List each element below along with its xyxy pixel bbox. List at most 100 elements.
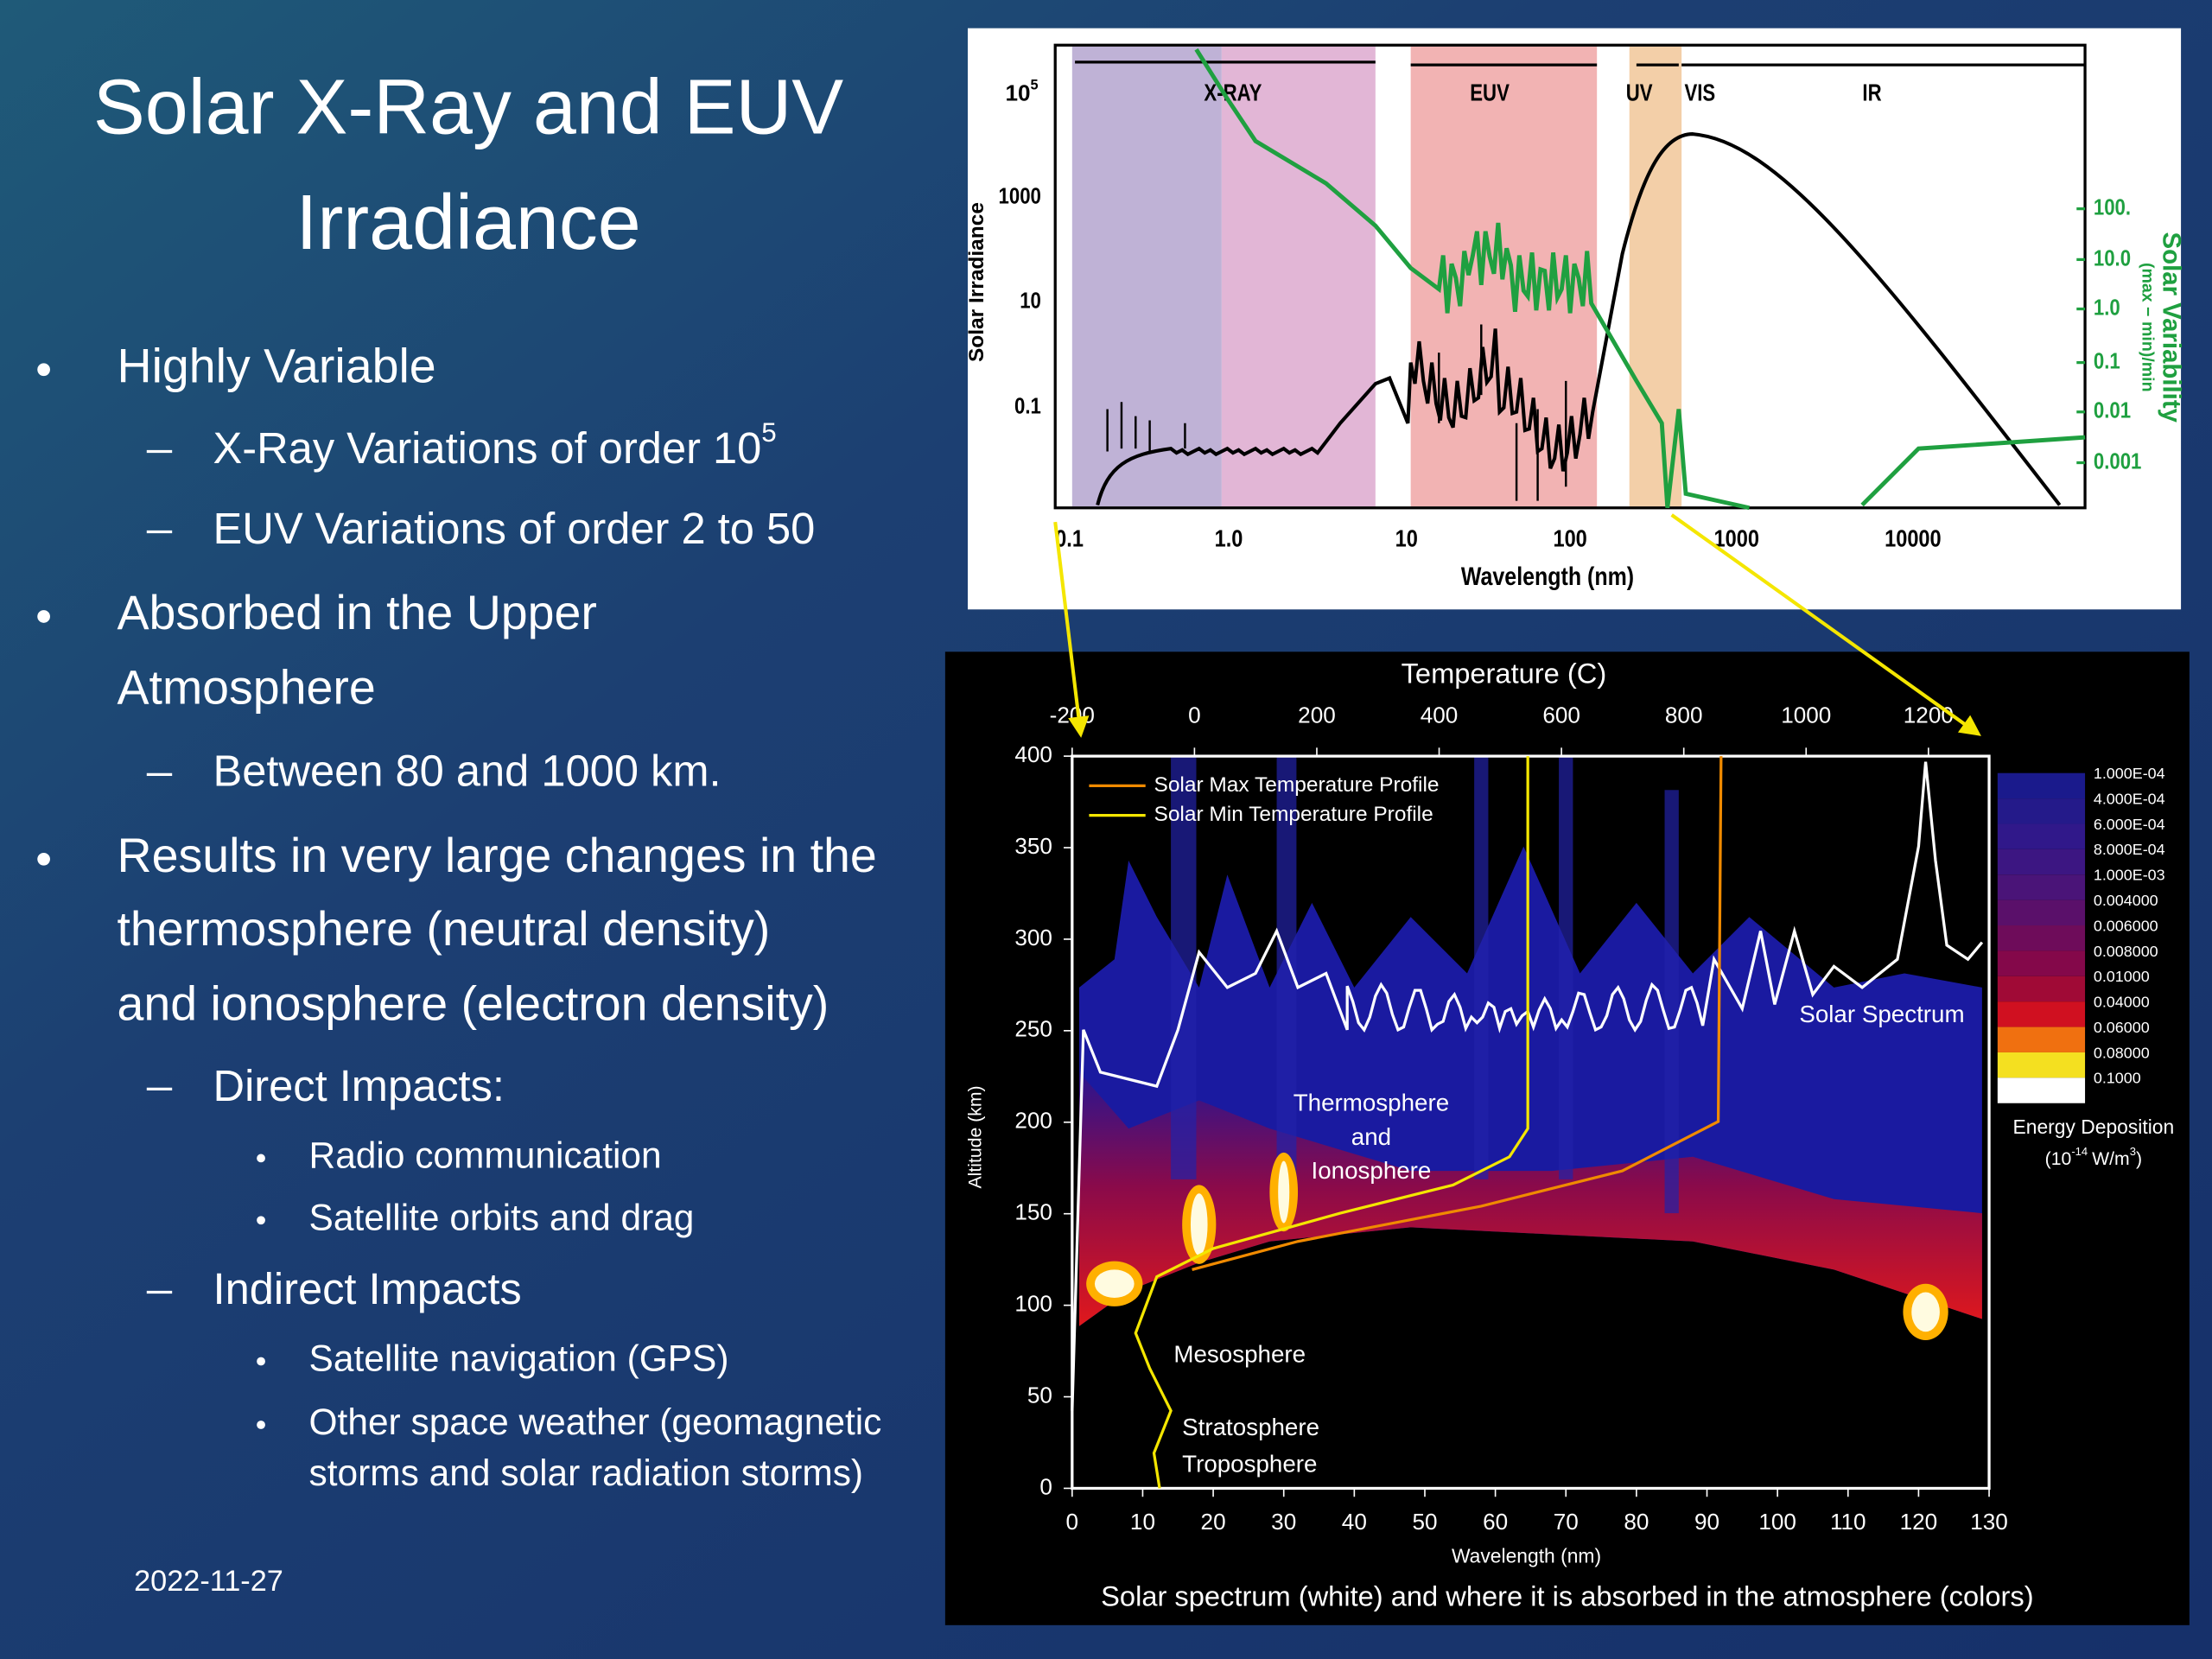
top-tick-label: 1000 [1781,702,1831,728]
colorbar-units: (10-14 W/m3) [2045,1145,2142,1168]
band-label: EUV [1470,79,1510,106]
band-xray-b [1221,46,1376,507]
colorbar-label: 8.000E-04 [2094,841,2165,858]
variability-curve [1194,48,2086,511]
y-tick-label: 50 [1027,1382,1052,1408]
bullet-dot [257,1216,265,1225]
hot-spot-core [1911,1292,1940,1332]
colorbar-cell [1997,849,2086,875]
y-tick-label: 10 [1020,289,1041,314]
bullet-text: Satellite orbits and drag [309,1197,695,1237]
colorbar-cell [1997,925,2086,951]
x-tick-label: 1.0 [1215,526,1243,552]
x-tick-label: 80 [1624,1509,1649,1535]
y-tick-label: 100 [1014,1291,1052,1317]
band-label: VIS [1684,79,1715,106]
y2-axis-subtitle: (max − min)/min [2139,263,2158,392]
legend-label: Solar Max Temperature Profile [1154,773,1440,797]
figure-top: X-RAY EUV UV VIS IR 10 5 1000 10 0.1 100. 10.0 1.0 0.… [965,43,2185,591]
x-tick-label: 120 [1900,1509,1938,1535]
units-part: W/m [2092,1149,2130,1169]
y-tick-label: 350 [1014,833,1052,859]
x-tick-label: 50 [1412,1509,1437,1535]
colorbar-cell [1997,798,2086,824]
slide-title: Irradiance [296,180,640,266]
colorbar-label: 0.08000 [2094,1044,2150,1061]
annotation: Mesosphere [1173,1340,1306,1367]
colorbar-cell [1997,823,2086,849]
y-tick-label: 0 [1039,1473,1052,1499]
y-tick-label: 1000 [999,184,1041,209]
x-tick-label: 100 [1758,1509,1796,1535]
bullet-text: thermosphere (neutral density) [118,902,771,956]
x-tick-label: 30 [1271,1509,1296,1535]
irradiance-curve [1096,132,2062,506]
x-tick-label: 110 [1830,1509,1866,1535]
superscript: 5 [761,417,776,448]
band-uv [1629,46,1682,507]
bullet-text: Between 80 and 1000 km. [213,747,721,796]
colorbar-label: 0.04000 [2094,994,2150,1011]
arrow [1670,513,1981,736]
band-label: X-RAY [1204,79,1262,106]
top-tick-label: 600 [1542,702,1580,728]
bullet-dot [257,1421,265,1429]
bullet-text: Indirect Impacts [213,1264,522,1313]
colorbar-label: 0.006000 [2094,917,2158,934]
bullet-dot [37,363,50,377]
top-tick-label: 0 [1188,702,1201,728]
x-tick-label: 20 [1201,1509,1226,1535]
top-tick-label: 200 [1298,702,1336,728]
heat-streak [1276,756,1297,1179]
arrow [1053,521,1090,738]
bullet-text: storms and solar radiation storms) [309,1452,864,1493]
bullet-dot [37,852,50,866]
colorbar-label: 0.01000 [2094,968,2150,985]
y2-tick-label: 0.01 [2094,398,2131,423]
x-tick-label: 1000 [1714,526,1759,552]
heat-streak [1171,756,1197,1179]
caption: Solar spectrum (white) and where it is a… [1101,1580,2033,1611]
y-tick-label: 400 [1014,741,1052,767]
top-tick-label: 800 [1665,702,1703,728]
colorbar-label: 0.06000 [2094,1019,2150,1036]
band-label: UV [1626,79,1653,106]
band-label: IR [1862,79,1881,106]
y2-tick-label: 0.001 [2094,449,2142,474]
heat-streak [1559,756,1573,1179]
y2-tick-label: 10.0 [2094,246,2131,271]
colorbar-cell [1997,1052,2086,1078]
legend-label: Solar Min Temperature Profile [1154,803,1433,826]
colorbar-label: 0.004000 [2094,892,2158,909]
bullet-text: Satellite navigation (GPS) [309,1338,729,1379]
colorbar-cell [1997,772,2086,799]
y2-tick-label: 1.0 [2094,296,2120,321]
colorbar-label: 0.1000 [2094,1070,2141,1087]
date: 2022-11-27 [134,1565,283,1598]
x-tick-label: 10 [1130,1509,1155,1535]
x-tick-label: 90 [1694,1509,1719,1535]
colorbar-cell [1997,950,2086,976]
y-tick-label: 300 [1014,925,1052,950]
colorbar-cell [1997,976,2086,1002]
slide-title: Solar X-Ray and EUV [93,64,843,150]
x-tick-label: 40 [1342,1509,1367,1535]
x-tick-label: 10000 [1885,526,1942,552]
top-tick-label: 1200 [1904,702,1954,728]
units-exp: 3 [2130,1145,2136,1158]
colorbar-label: 1.000E-03 [2094,867,2165,884]
annotation: and [1351,1123,1391,1150]
annotation: Solar Spectrum [1799,1001,1964,1027]
colorbar-label: 4.000E-04 [2094,790,2165,807]
units-part: (10 [2045,1149,2072,1169]
y-tick-label: 150 [1014,1199,1052,1225]
bullet-dot [257,1154,265,1163]
bullet-text: and ionosphere (electron density) [118,976,830,1030]
plot-frame [1053,43,2087,510]
top-tick-label: -200 [1050,702,1095,728]
bullet-text: Direct Impacts: [213,1061,505,1110]
bullet-dot [37,610,50,623]
y2-tick-label: 0.1 [2094,349,2120,374]
